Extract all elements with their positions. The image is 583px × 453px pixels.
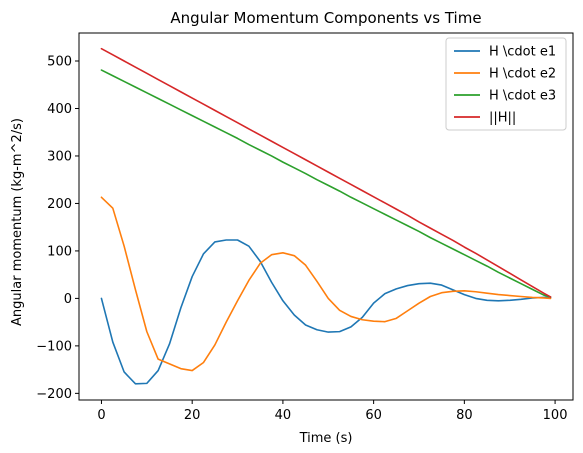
chart-title: Angular Momentum Components vs Time (170, 9, 481, 27)
x-tick-label: 80 (456, 408, 473, 423)
y-tick-label: 200 (47, 197, 72, 212)
series-line-1 (100, 239, 552, 385)
legend-box (445, 37, 567, 131)
x-axis-label: Time (s) (299, 431, 353, 446)
series-line-2 (100, 196, 552, 372)
axes-frame (78, 32, 574, 401)
legend-label-3: H \cdot e3 (489, 89, 556, 104)
x-tick-label: 20 (184, 408, 201, 423)
y-tick-label: −200 (36, 387, 72, 402)
series-line-3 (100, 69, 552, 298)
y-tick-label: 0 (64, 292, 72, 307)
y-tick-label: −100 (36, 339, 72, 354)
legend-label-1: H \cdot e1 (489, 45, 556, 60)
y-tick-label: 100 (47, 244, 72, 259)
y-tick-label: 400 (47, 102, 72, 117)
plot-area: 0 20 40 60 80 100 −200 −100 0 100 200 300 400 500 (36, 32, 574, 423)
x-tick-label: 0 (97, 408, 105, 423)
x-tick-label: 60 (365, 408, 382, 423)
y-tick-label: 500 (47, 55, 72, 70)
legend: H \cdot e1 H \cdot e2 H \cdot e3 ||H|| (445, 37, 567, 131)
y-axis-label: Angular momentum (kg-m^2/s) (10, 118, 25, 326)
legend-label-2: H \cdot e2 (489, 67, 556, 82)
y-tick-label: 300 (47, 149, 72, 164)
series-group (100, 47, 552, 385)
legend-label-4: ||H|| (489, 111, 516, 126)
x-tick-label: 40 (275, 408, 292, 423)
series-line-4 (100, 47, 552, 298)
x-tick-label: 100 (543, 408, 568, 423)
